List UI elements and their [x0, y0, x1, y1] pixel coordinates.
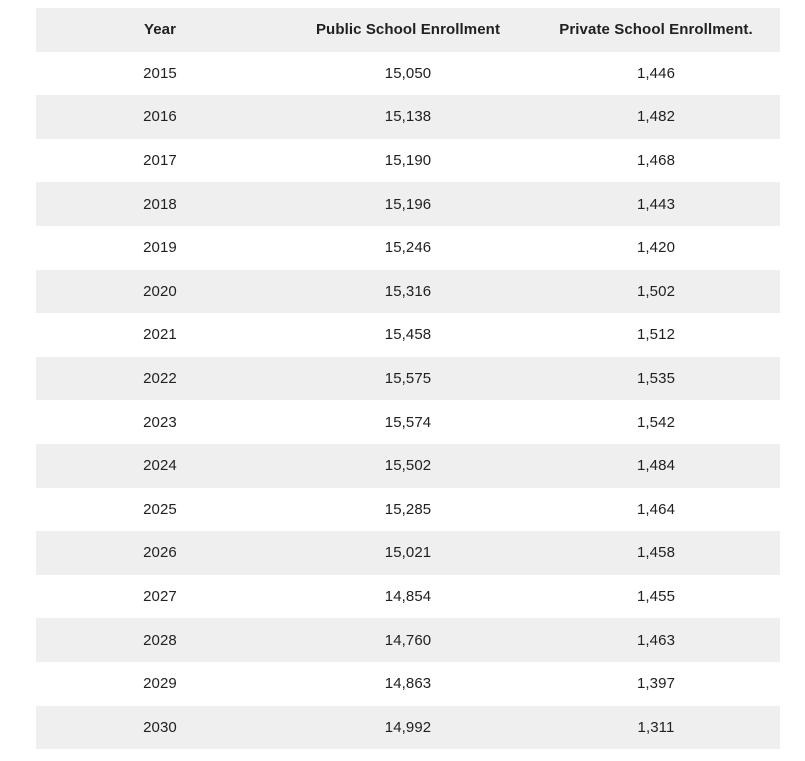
private-enrollment-cell: 1,458 — [532, 531, 780, 575]
table-row: 2020 15,316 1,502 — [36, 269, 780, 314]
public-enrollment-cell: 15,316 — [284, 269, 532, 314]
column-header-year: Year — [36, 8, 284, 52]
table-row: 2030 14,992 1,311 — [36, 705, 780, 750]
year-cell: 2029 — [36, 661, 284, 706]
table-row: 2015 15,050 1,446 — [36, 51, 780, 96]
year-cell: 2027 — [36, 574, 284, 619]
private-enrollment-cell: 1,463 — [532, 618, 780, 662]
enrollment-table: Year Public School Enrollment Private Sc… — [36, 8, 780, 750]
private-enrollment-cell: 1,482 — [532, 95, 780, 139]
table-row: 2024 15,502 1,484 — [36, 443, 780, 488]
table-body: 2015 15,050 1,446 2016 15,138 1,482 2017 15,190… — [36, 51, 780, 750]
year-cell: 2028 — [36, 618, 284, 662]
table-row: 2018 15,196 1,443 — [36, 182, 780, 226]
public-enrollment-cell: 14,992 — [284, 705, 532, 750]
year-cell: 2015 — [36, 51, 284, 96]
year-cell: 2017 — [36, 138, 284, 183]
private-enrollment-cell: 1,455 — [532, 574, 780, 619]
public-enrollment-cell: 15,138 — [284, 95, 532, 139]
public-enrollment-cell: 15,021 — [284, 531, 532, 575]
year-cell: 2021 — [36, 313, 284, 357]
header-row: Year Public School Enrollment Private Sc… — [36, 8, 780, 52]
year-cell: 2023 — [36, 400, 284, 444]
table-row: 2028 14,760 1,463 — [36, 618, 780, 662]
table-row: 2023 15,574 1,542 — [36, 400, 780, 444]
table-row: 2029 14,863 1,397 — [36, 661, 780, 706]
table-header: Year Public School Enrollment Private Sc… — [36, 8, 780, 52]
private-enrollment-cell: 1,512 — [532, 313, 780, 357]
table-row: 2021 15,458 1,512 — [36, 313, 780, 357]
year-cell: 2020 — [36, 269, 284, 314]
public-enrollment-cell: 15,458 — [284, 313, 532, 357]
year-cell: 2024 — [36, 443, 284, 488]
year-cell: 2018 — [36, 182, 284, 226]
private-enrollment-cell: 1,443 — [532, 182, 780, 226]
private-enrollment-cell: 1,484 — [532, 443, 780, 488]
public-enrollment-cell: 14,760 — [284, 618, 532, 662]
table-row: 2025 15,285 1,464 — [36, 487, 780, 532]
table-row: 2022 15,575 1,535 — [36, 356, 780, 401]
year-cell: 2019 — [36, 225, 284, 270]
column-header-public-enrollment: Public School Enrollment — [284, 8, 532, 52]
enrollment-table-container: Year Public School Enrollment Private Sc… — [36, 8, 780, 750]
public-enrollment-cell: 15,196 — [284, 182, 532, 226]
table-row: 2026 15,021 1,458 — [36, 531, 780, 575]
private-enrollment-cell: 1,311 — [532, 705, 780, 750]
private-enrollment-cell: 1,542 — [532, 400, 780, 444]
private-enrollment-cell: 1,468 — [532, 138, 780, 183]
year-cell: 2030 — [36, 705, 284, 750]
public-enrollment-cell: 14,854 — [284, 574, 532, 619]
private-enrollment-cell: 1,446 — [532, 51, 780, 96]
public-enrollment-cell: 14,863 — [284, 661, 532, 706]
public-enrollment-cell: 15,575 — [284, 356, 532, 401]
public-enrollment-cell: 15,190 — [284, 138, 532, 183]
public-enrollment-cell: 15,285 — [284, 487, 532, 532]
year-cell: 2025 — [36, 487, 284, 532]
table-row: 2019 15,246 1,420 — [36, 225, 780, 270]
private-enrollment-cell: 1,397 — [532, 661, 780, 706]
public-enrollment-cell: 15,574 — [284, 400, 532, 444]
table-row: 2017 15,190 1,468 — [36, 138, 780, 183]
public-enrollment-cell: 15,502 — [284, 443, 532, 488]
year-cell: 2026 — [36, 531, 284, 575]
public-enrollment-cell: 15,050 — [284, 51, 532, 96]
private-enrollment-cell: 1,502 — [532, 269, 780, 314]
private-enrollment-cell: 1,420 — [532, 225, 780, 270]
public-enrollment-cell: 15,246 — [284, 225, 532, 270]
table-row: 2016 15,138 1,482 — [36, 95, 780, 139]
year-cell: 2022 — [36, 356, 284, 401]
year-cell: 2016 — [36, 95, 284, 139]
private-enrollment-cell: 1,535 — [532, 356, 780, 401]
private-enrollment-cell: 1,464 — [532, 487, 780, 532]
column-header-private-enrollment: Private School Enrollment. — [532, 8, 780, 52]
table-row: 2027 14,854 1,455 — [36, 574, 780, 619]
